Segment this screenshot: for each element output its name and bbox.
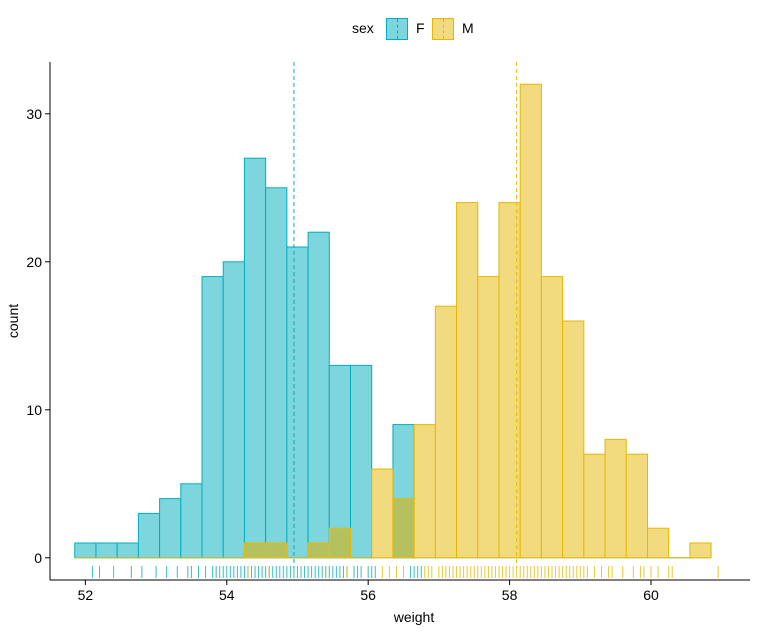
bar-f-0 [74, 542, 97, 559]
x-tick-label-54: 54 [219, 587, 235, 603]
bar-m-21 [519, 83, 542, 559]
bar-m-16 [413, 424, 436, 559]
bar-m-14 [371, 468, 394, 559]
overlap-bars [244, 499, 414, 558]
y-tick-label-20: 20 [26, 254, 42, 270]
bar-f-2 [116, 542, 139, 559]
x-tick-label-60: 60 [643, 587, 659, 603]
series-m-bars [74, 83, 712, 559]
bar-f-11 [307, 231, 330, 559]
legend-label-f: F [416, 20, 425, 36]
bar-f-5 [180, 483, 203, 559]
axes: 52 54 56 58 60 0 10 20 30 [26, 62, 750, 603]
bar-m-18 [456, 202, 479, 559]
legend-key-f [386, 18, 408, 40]
bar-m-26 [625, 453, 648, 559]
bar-f-1 [95, 542, 118, 559]
bar-f-13 [350, 364, 373, 559]
bar-m-23 [562, 320, 585, 559]
bar-f-10 [286, 246, 309, 559]
bar-f-3 [137, 512, 161, 559]
x-tick-label-58: 58 [502, 587, 518, 603]
mean-lines [293, 62, 518, 568]
bar-f-8 [243, 157, 267, 559]
bar-f-7 [222, 261, 245, 559]
legend-title: sex [352, 20, 374, 36]
y-tick-label-10: 10 [26, 402, 42, 418]
x-tick-label-52: 52 [78, 587, 94, 603]
x-axis-label: weight [393, 609, 435, 625]
y-tick-label-30: 30 [26, 106, 42, 122]
bar-m-22 [540, 276, 564, 559]
bar-m-27 [646, 527, 670, 559]
bar-f-9 [265, 187, 288, 559]
overlap-bar-15 [393, 499, 414, 558]
bar-m-19 [477, 276, 500, 559]
bar-f-6 [201, 276, 224, 559]
bar-m-17 [434, 305, 458, 559]
y-axis-label: count [5, 304, 21, 338]
y-tick-label-0: 0 [34, 550, 42, 566]
bar-m-25 [604, 438, 627, 559]
bar-m-24 [583, 453, 606, 559]
legend-key-m [432, 18, 454, 40]
overlap-bar-11 [308, 543, 329, 558]
bar-m-29 [689, 542, 712, 559]
rug-marks [91, 566, 719, 578]
overlap-bar-9 [266, 543, 287, 558]
overlap-bar-8 [244, 543, 266, 558]
legend: sex F M [0, 18, 783, 40]
bar-f-4 [159, 498, 182, 559]
legend-label-m: M [462, 20, 474, 36]
overlap-bar-12 [329, 528, 351, 558]
x-tick-label-56: 56 [360, 587, 376, 603]
